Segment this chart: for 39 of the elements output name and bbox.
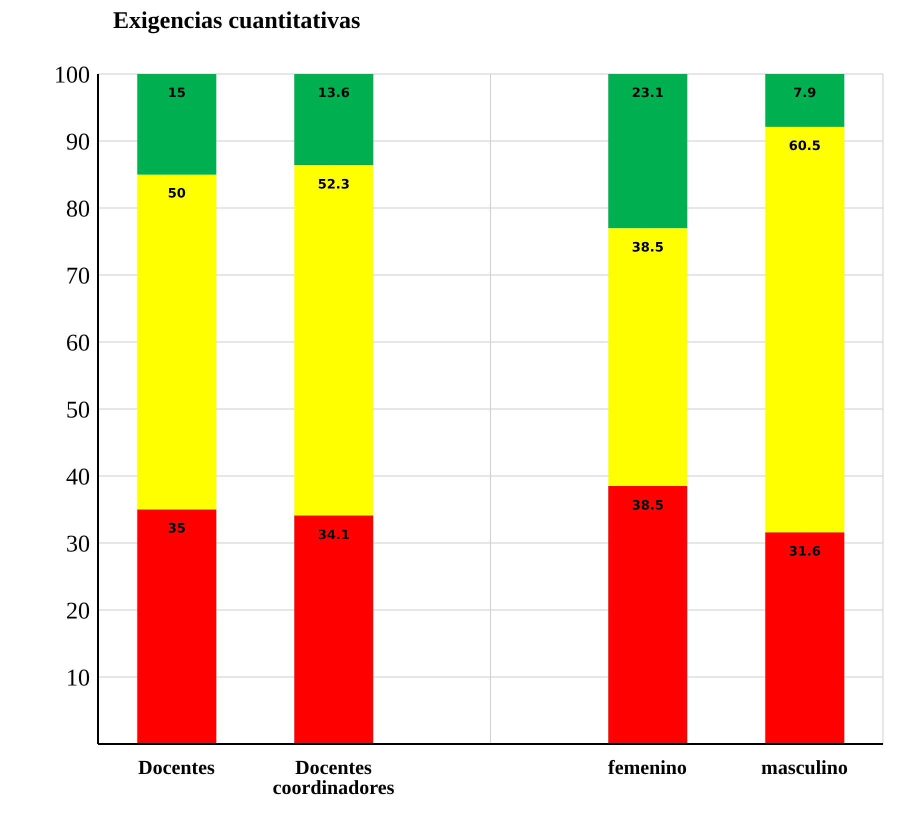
y-tick-label: 70: [66, 264, 90, 290]
data-label: 50: [168, 186, 186, 202]
x-tick-label: Docentes coordinadores: [272, 757, 395, 800]
data-label: 15: [168, 86, 186, 102]
y-tick-label: 90: [66, 130, 90, 156]
bar: [608, 74, 688, 228]
data-label: 52.3: [318, 177, 350, 192]
y-tick-label: 30: [66, 532, 90, 558]
y-tick-label: 80: [66, 196, 90, 223]
bar: [608, 486, 688, 744]
bar: [137, 510, 216, 744]
y-tick-label: 10: [66, 666, 90, 692]
bar: [294, 516, 374, 744]
data-label: 7.9: [793, 86, 816, 102]
data-label: 34.1: [318, 528, 350, 543]
bar: [294, 74, 374, 166]
x-tick-label: masculino: [761, 757, 848, 780]
x-tick-label: Docentes: [138, 757, 216, 780]
data-label: 60.5: [788, 139, 821, 154]
data-label: 13.6: [318, 86, 350, 102]
bar: [137, 174, 216, 510]
chart-title: Exigencias cuantitativas: [113, 8, 362, 36]
data-label: 23.1: [632, 86, 664, 102]
bar: [765, 532, 844, 744]
data-label: 35: [168, 522, 186, 537]
data-label: 38.5: [632, 240, 664, 256]
y-tick-label: 50: [66, 398, 90, 424]
x-tick-label: femenino: [608, 757, 687, 780]
data-label: 38.5: [632, 498, 664, 514]
bar: [765, 126, 844, 532]
y-tick-label: 60: [66, 330, 90, 357]
bar: [765, 74, 844, 127]
bar: [137, 74, 216, 174]
bar: [294, 165, 374, 516]
y-tick-label: 100: [54, 62, 90, 89]
y-tick-label: 40: [66, 464, 90, 491]
data-label: 31.6: [788, 544, 821, 560]
bar: [608, 228, 688, 486]
y-tick-label: 20: [66, 598, 90, 625]
